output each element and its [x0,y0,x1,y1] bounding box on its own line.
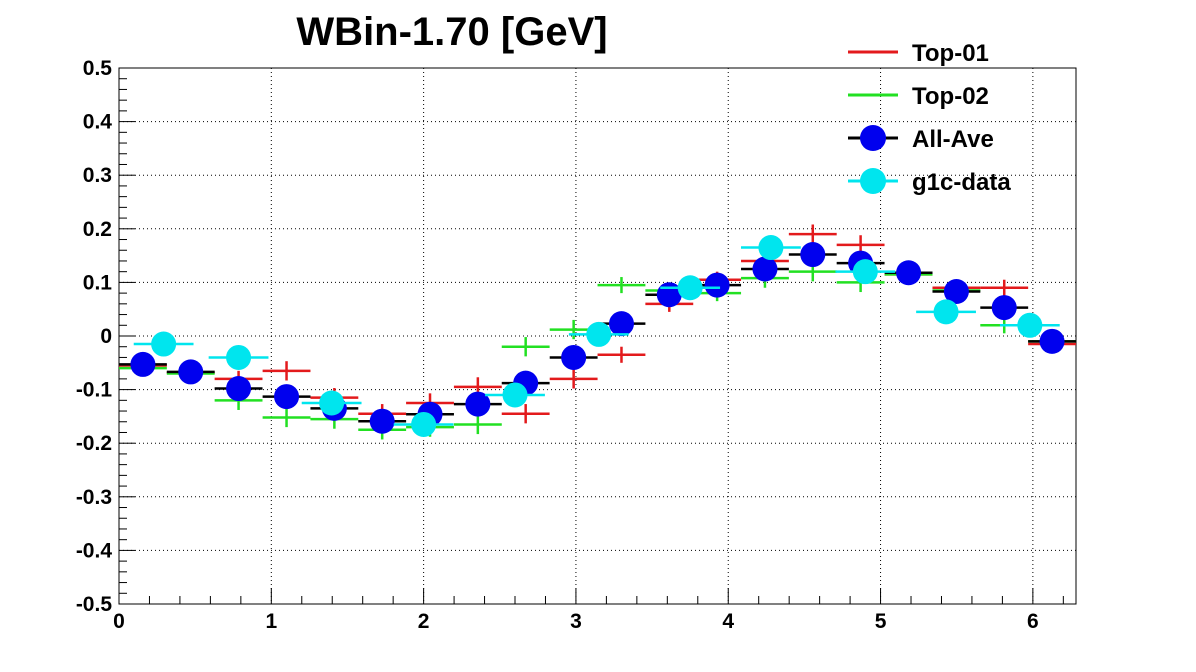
data-point [991,295,1017,321]
data-point [369,408,395,434]
data-point [943,279,969,305]
data-point [1039,328,1065,354]
data-point [800,242,826,268]
y-tick-label: 0 [100,325,112,348]
data-point [130,351,156,377]
legend-label: g1c-data [912,169,1011,196]
legend-entry: Top-02 [848,83,989,110]
data-point [896,260,922,286]
x-tick-label: 0 [113,610,125,633]
data-point [852,259,878,285]
data-point [1017,312,1043,338]
data-point [411,411,437,437]
legend-entry: Top-01 [848,40,989,67]
y-tick-label: -0.5 [76,593,113,616]
data-point [752,256,778,282]
chart-title: WBin-1.70 [GeV] [296,10,607,54]
data-point [586,321,612,347]
series-top-02 [118,262,1076,440]
y-tick-label: 0.4 [83,111,113,134]
data-point [319,390,345,416]
y-tick-label: 0.3 [83,164,112,187]
legend-label: Top-02 [912,83,989,110]
legend-label: Top-01 [912,40,989,67]
x-tick-label: 1 [265,610,277,633]
data-point [226,376,252,402]
x-tick-label: 5 [875,610,887,633]
x-tick-label: 6 [1027,610,1039,633]
legend-label: All-Ave [912,126,994,153]
y-tick-label: 0.2 [83,218,112,241]
y-tick-label: 0.1 [83,271,113,294]
y-tick-label: -0.2 [76,432,112,455]
y-tick-label: -0.3 [76,486,112,509]
x-tick-label: 2 [418,610,430,633]
data-point [274,384,300,410]
series-g1c-data [133,235,1060,437]
legend-swatch-marker [860,125,886,151]
data-point [608,311,634,337]
data-point [151,331,177,357]
axes: 0 1 2 3 4 5 6 -0.5 -0.4 -0.3 -0.2 -0.1 0 0.1 0.2 0.3 0.4… [76,57,1077,633]
x-tick-label: 3 [570,610,582,633]
data-point [704,272,730,298]
data-point [758,235,784,261]
data-point [933,299,959,325]
legend-swatch-marker [860,168,886,194]
data-point [178,359,204,385]
data-point [465,391,491,417]
data-point [226,344,252,370]
legend: Top-01 Top-02 All-Ave g1c-data [848,40,1011,196]
legend-entry: g1c-data [848,168,1011,196]
y-tick-label: -0.1 [76,379,113,402]
data-point [677,275,703,301]
data-layer [118,224,1076,440]
data-point [502,382,528,408]
y-tick-label: -0.4 [76,539,113,562]
data-point [561,344,587,370]
x-tick-label: 4 [722,610,734,633]
legend-entry: All-Ave [848,125,994,153]
y-tick-label: 0.5 [83,57,113,80]
